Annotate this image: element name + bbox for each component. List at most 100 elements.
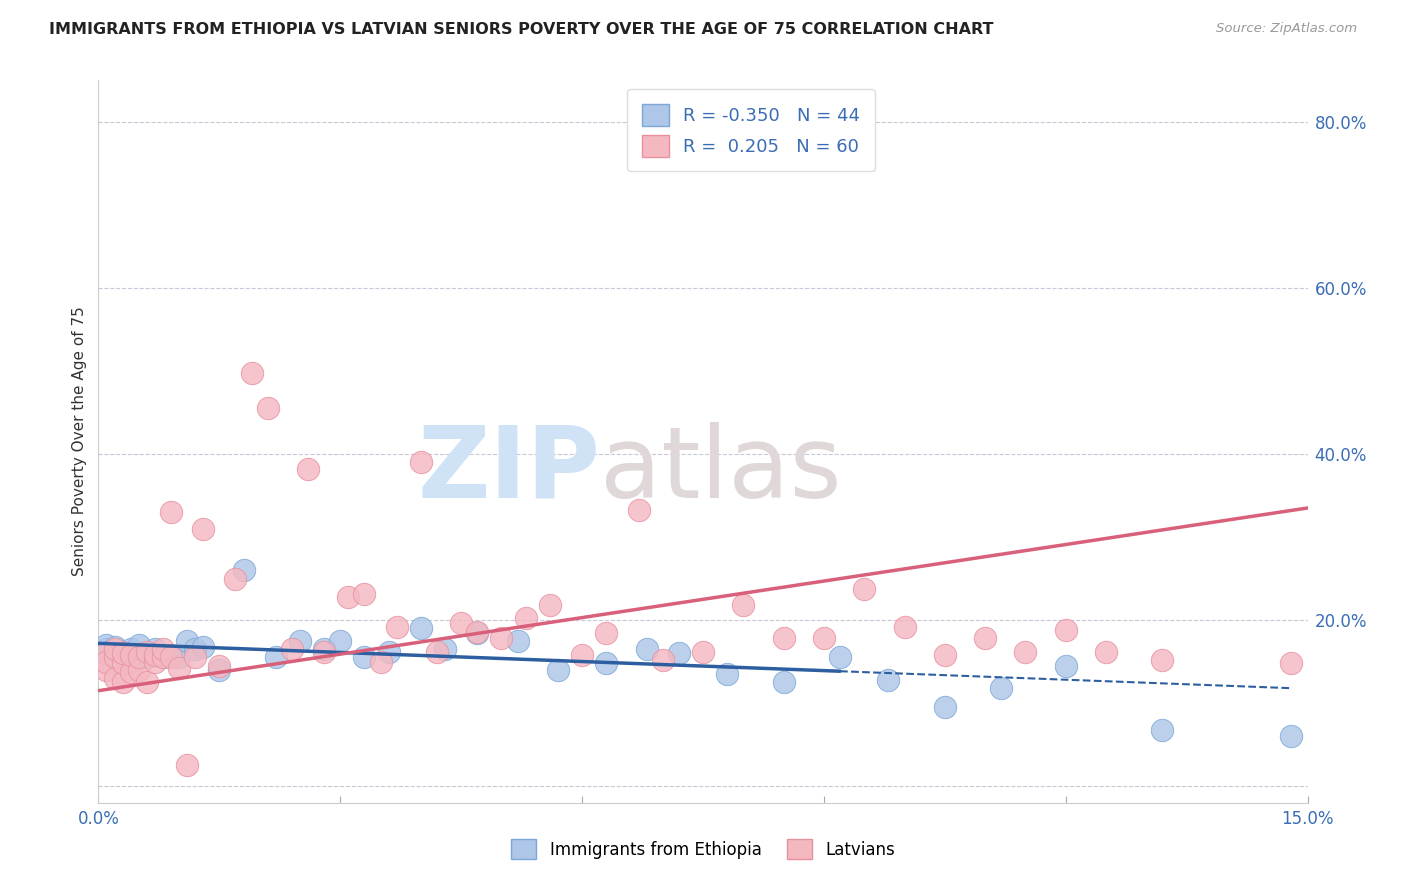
Point (409, 621, 432, 635)
Point (1281, 730, 1303, 744)
Point (167, 661, 190, 675)
Point (167, 650, 190, 665)
Point (314, 645, 336, 659)
Point (135, 650, 157, 665)
Point (409, 455, 432, 469)
Point (426, 645, 449, 659)
Text: Source: ZipAtlas.com: Source: ZipAtlas.com (1216, 22, 1357, 36)
Point (547, 663, 569, 677)
Point (853, 582, 876, 596)
Point (651, 653, 673, 667)
Point (103, 640, 125, 654)
Point (111, 650, 134, 665)
Point (128, 663, 150, 677)
Point (143, 642, 166, 657)
Point (772, 675, 794, 690)
Text: ZIP: ZIP (418, 422, 600, 519)
Point (160, 650, 183, 665)
Legend: R = -0.350   N = 44, R =  0.205   N = 60: R = -0.350 N = 44, R = 0.205 N = 60 (627, 89, 875, 171)
Point (120, 655, 142, 669)
Point (128, 650, 150, 665)
Point (120, 665, 142, 679)
Point (353, 586, 375, 600)
Point (103, 671, 125, 685)
Point (288, 633, 311, 648)
Point (96, 663, 118, 677)
Point (160, 505, 183, 519)
Point (813, 632, 835, 646)
Point (193, 522, 215, 536)
Point (120, 648, 142, 662)
Point (103, 650, 125, 665)
Point (193, 640, 215, 654)
Point (465, 625, 488, 640)
Point (934, 700, 956, 714)
Point (716, 667, 738, 681)
Point (636, 642, 658, 657)
Point (111, 646, 134, 660)
Point (152, 650, 174, 665)
Point (111, 675, 134, 690)
Point (96, 646, 118, 660)
Point (160, 648, 183, 662)
Point (377, 645, 399, 659)
Point (176, 633, 198, 648)
Point (877, 673, 900, 687)
Point (111, 645, 134, 659)
Point (135, 645, 157, 659)
Point (1281, 657, 1303, 671)
Text: atlas: atlas (600, 422, 842, 519)
Point (692, 645, 714, 659)
Point (111, 657, 134, 671)
Point (143, 648, 166, 662)
Point (506, 633, 529, 648)
Point (96, 646, 118, 660)
Point (491, 632, 513, 646)
Point (1054, 623, 1077, 637)
Point (297, 462, 319, 476)
Point (176, 758, 198, 772)
Point (103, 648, 125, 662)
Point (385, 620, 408, 634)
Point (337, 590, 360, 604)
Point (135, 675, 157, 690)
Point (668, 646, 690, 660)
Point (465, 624, 488, 639)
Point (627, 503, 650, 517)
Point (595, 625, 617, 640)
Point (733, 598, 755, 612)
Point (828, 650, 851, 665)
Point (143, 655, 166, 669)
Point (314, 642, 336, 657)
Point (96, 642, 118, 657)
Point (152, 642, 174, 657)
Point (990, 681, 1012, 696)
Point (370, 655, 392, 669)
Point (208, 658, 231, 673)
Point (893, 620, 915, 634)
Point (264, 650, 287, 665)
Point (1014, 645, 1036, 659)
Point (96, 638, 118, 652)
Legend: Immigrants from Ethiopia, Latvians: Immigrants from Ethiopia, Latvians (503, 830, 903, 868)
Point (595, 657, 617, 671)
Point (120, 642, 142, 657)
Point (538, 598, 561, 612)
Point (128, 648, 150, 662)
Point (1152, 723, 1174, 737)
Point (772, 632, 794, 646)
Point (152, 650, 174, 665)
Point (184, 642, 207, 657)
Point (208, 663, 231, 677)
Point (1152, 653, 1174, 667)
Point (1054, 658, 1077, 673)
Point (96, 655, 118, 669)
Point (128, 638, 150, 652)
Point (434, 642, 457, 657)
Point (450, 616, 472, 631)
Point (353, 650, 375, 665)
Point (329, 633, 352, 648)
Point (281, 642, 304, 657)
Point (184, 650, 207, 665)
Point (224, 572, 246, 586)
